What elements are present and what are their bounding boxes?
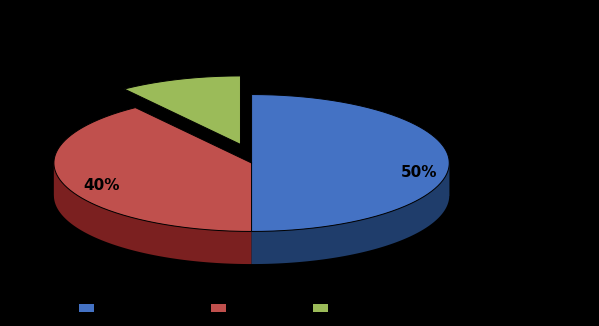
Polygon shape (252, 163, 449, 264)
Text: 40%: 40% (84, 178, 120, 193)
Text: 10%: 10% (198, 35, 234, 50)
Polygon shape (54, 108, 252, 231)
Bar (211, 304, 226, 312)
Polygon shape (252, 95, 449, 231)
Polygon shape (124, 76, 240, 144)
Text: 50%: 50% (401, 165, 437, 180)
Polygon shape (54, 163, 252, 196)
Bar (313, 304, 328, 312)
Bar (79, 304, 94, 312)
Polygon shape (54, 163, 252, 264)
Polygon shape (252, 163, 449, 196)
